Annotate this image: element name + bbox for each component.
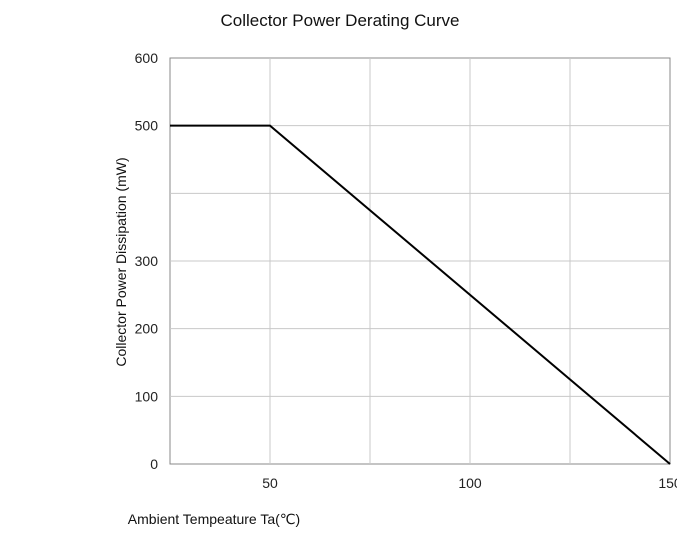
y-tick-label: 0: [150, 456, 158, 472]
y-tick-label: 200: [135, 321, 159, 337]
series-line-derating: [170, 124, 671, 465]
x-axis-label: Ambient Tempeature Ta(℃): [128, 511, 300, 527]
y-tick-label: 100: [135, 388, 159, 404]
y-tick-label: 300: [135, 253, 159, 269]
x-tick-labels: 50 100 150: [262, 475, 677, 491]
y-axis-label: Collector Power Dissipation (mW): [113, 157, 129, 366]
y-tick-label: 500: [135, 118, 159, 134]
y-tick-label: 600: [135, 50, 159, 66]
y-tick-labels: 0 100 200 300 500 600: [135, 50, 159, 472]
chart-title: Collector Power Derating Curve: [220, 11, 459, 30]
series-group: [170, 124, 671, 465]
x-tick-label: 100: [458, 475, 482, 491]
x-tick-label: 50: [262, 475, 278, 491]
x-tick-label: 150: [658, 475, 677, 491]
